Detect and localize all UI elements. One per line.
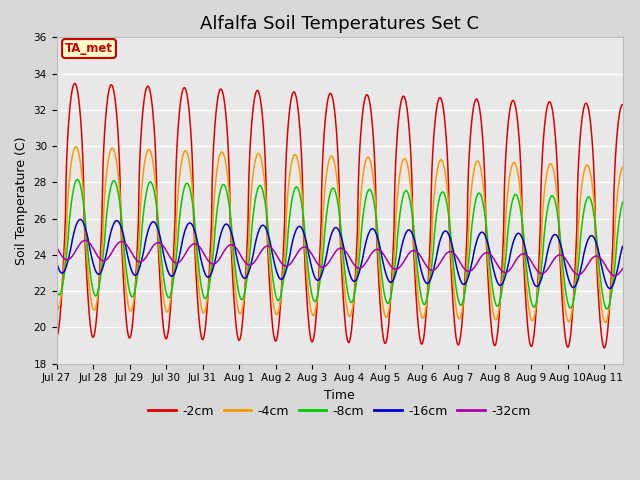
-16cm xyxy=(375,240,383,246)
-16cm xyxy=(305,252,312,257)
-4cm xyxy=(97,263,104,269)
-8cm xyxy=(97,274,104,279)
Line: -8cm: -8cm xyxy=(56,180,623,309)
-4cm xyxy=(120,261,127,266)
-16cm xyxy=(619,243,627,249)
-2cm xyxy=(315,269,323,275)
-32cm xyxy=(305,247,312,252)
-32cm xyxy=(97,257,104,263)
-4cm xyxy=(52,305,60,311)
Line: -4cm: -4cm xyxy=(56,147,623,323)
-8cm xyxy=(52,287,60,292)
-8cm xyxy=(375,247,383,253)
-32cm xyxy=(81,238,89,243)
X-axis label: Time: Time xyxy=(324,389,355,402)
-32cm xyxy=(375,247,383,252)
-2cm xyxy=(97,246,104,252)
-8cm xyxy=(305,272,312,277)
-16cm xyxy=(97,270,104,276)
-2cm xyxy=(375,282,383,288)
Line: -2cm: -2cm xyxy=(56,84,623,348)
-32cm xyxy=(293,251,301,256)
-2cm xyxy=(120,283,127,288)
-32cm xyxy=(315,263,323,268)
-2cm xyxy=(71,81,79,86)
-4cm xyxy=(293,155,301,161)
Legend: -2cm, -4cm, -8cm, -16cm, -32cm: -2cm, -4cm, -8cm, -16cm, -32cm xyxy=(143,400,536,423)
-8cm xyxy=(74,177,81,182)
-16cm xyxy=(76,216,84,222)
-16cm xyxy=(120,234,127,240)
-16cm xyxy=(293,225,301,231)
-2cm xyxy=(600,345,608,351)
Title: Alfalfa Soil Temperatures Set C: Alfalfa Soil Temperatures Set C xyxy=(200,15,479,33)
-2cm xyxy=(52,334,60,339)
-32cm xyxy=(611,273,619,278)
-16cm xyxy=(52,259,60,265)
-4cm xyxy=(619,164,627,170)
-2cm xyxy=(305,321,312,326)
-4cm xyxy=(375,263,383,268)
-32cm xyxy=(52,244,60,250)
Line: -32cm: -32cm xyxy=(56,240,623,276)
-32cm xyxy=(120,239,127,245)
-16cm xyxy=(315,277,323,283)
-8cm xyxy=(293,184,301,190)
-4cm xyxy=(602,320,609,325)
-8cm xyxy=(604,306,611,312)
-8cm xyxy=(619,199,627,205)
-32cm xyxy=(619,266,627,272)
-2cm xyxy=(293,99,301,105)
Text: TA_met: TA_met xyxy=(65,42,113,55)
-4cm xyxy=(305,292,312,298)
-4cm xyxy=(315,279,323,285)
Line: -16cm: -16cm xyxy=(56,219,623,288)
-4cm xyxy=(72,144,79,150)
-8cm xyxy=(120,243,127,249)
Y-axis label: Soil Temperature (C): Soil Temperature (C) xyxy=(15,136,28,265)
-8cm xyxy=(315,285,323,291)
-2cm xyxy=(619,102,627,108)
-16cm xyxy=(606,286,614,291)
